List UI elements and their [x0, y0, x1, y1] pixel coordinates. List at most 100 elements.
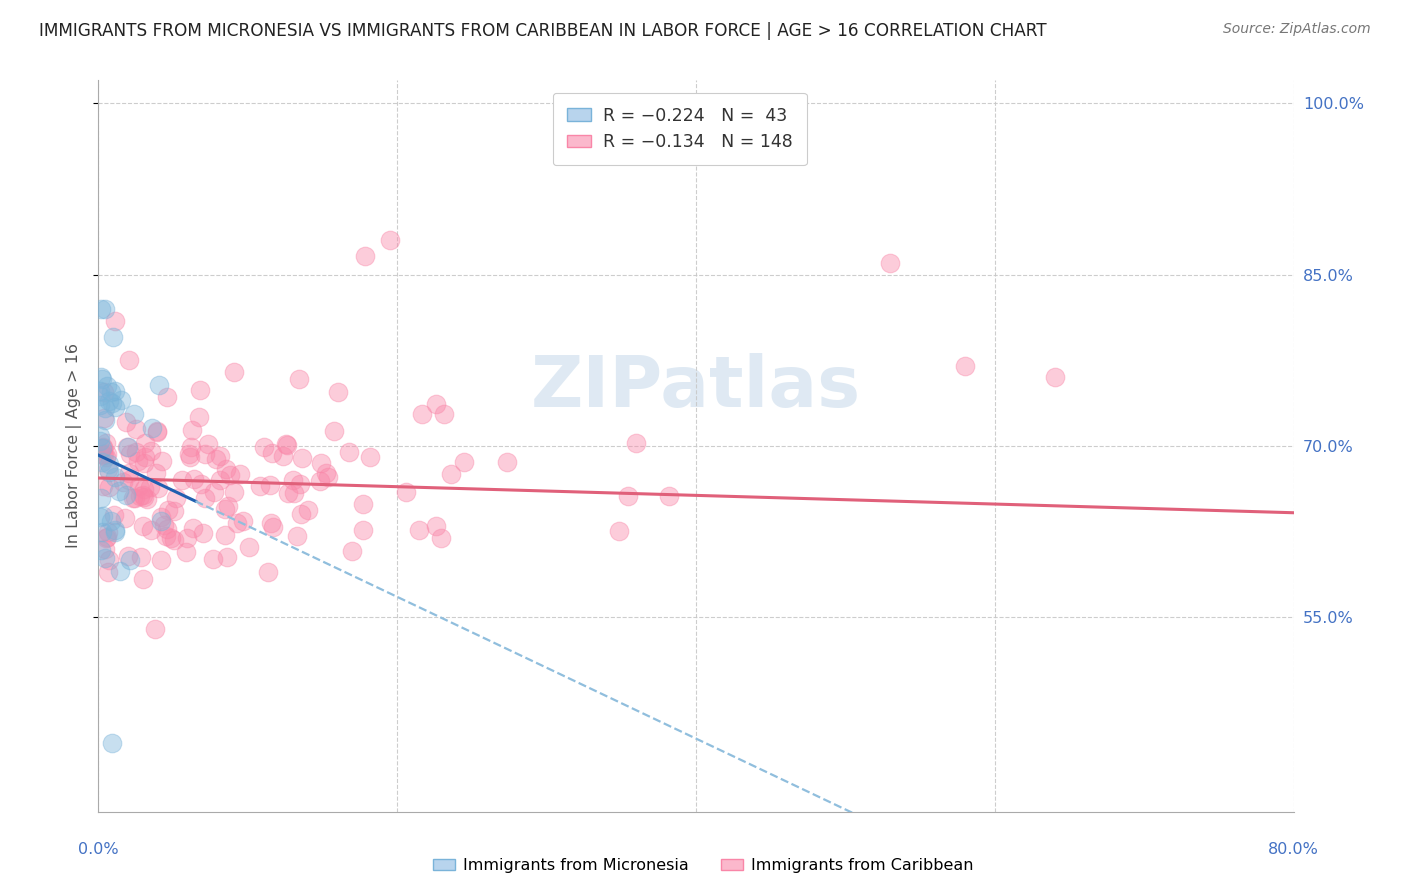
Point	[145, 466, 167, 480]
Point	[215, 462, 238, 476]
Point	[297, 503, 319, 517]
Text: ZIPatlas: ZIPatlas	[531, 353, 860, 422]
Point	[90, 491, 112, 505]
Point	[97, 457, 120, 471]
Point	[453, 455, 475, 469]
Point	[156, 502, 179, 516]
Point	[91, 508, 114, 523]
Point	[89, 510, 111, 524]
Point	[97, 462, 120, 476]
Point	[495, 455, 517, 469]
Text: 80.0%: 80.0%	[1268, 842, 1319, 857]
Point	[179, 447, 201, 461]
Point	[315, 466, 337, 480]
Point	[879, 256, 901, 270]
Legend: Immigrants from Micronesia, Immigrants from Caribbean: Immigrants from Micronesia, Immigrants f…	[426, 852, 980, 880]
Point	[146, 424, 169, 438]
Point	[214, 502, 236, 516]
Point	[132, 482, 155, 496]
Point	[104, 314, 127, 328]
Point	[607, 524, 630, 538]
Point	[139, 479, 162, 493]
Point	[117, 440, 139, 454]
Point	[174, 545, 197, 559]
Point	[91, 524, 114, 539]
Point	[96, 532, 118, 546]
Point	[139, 523, 162, 537]
Point	[89, 398, 111, 412]
Point	[93, 448, 115, 462]
Point	[104, 384, 127, 398]
Point	[110, 393, 132, 408]
Point	[104, 524, 127, 539]
Point	[97, 524, 120, 539]
Point	[118, 473, 141, 487]
Point	[180, 440, 202, 454]
Point	[183, 472, 205, 486]
Point	[276, 438, 298, 452]
Point	[953, 359, 976, 373]
Point	[100, 514, 122, 528]
Point	[103, 330, 125, 344]
Point	[425, 397, 447, 411]
Point	[96, 446, 118, 460]
Point	[160, 531, 183, 545]
Point	[101, 736, 124, 750]
Point	[288, 477, 311, 491]
Point	[208, 473, 231, 487]
Point	[146, 425, 169, 439]
Point	[163, 504, 186, 518]
Point	[100, 384, 122, 399]
Point	[108, 484, 131, 499]
Point	[163, 533, 186, 548]
Point	[104, 470, 127, 484]
Point	[90, 370, 112, 384]
Point	[94, 436, 117, 450]
Point	[352, 523, 374, 537]
Point	[378, 233, 401, 247]
Point	[93, 384, 115, 399]
Point	[132, 488, 155, 502]
Point	[97, 480, 120, 494]
Point	[89, 434, 111, 449]
Point	[191, 526, 214, 541]
Point	[359, 450, 381, 465]
Point	[624, 435, 647, 450]
Point	[91, 441, 114, 455]
Point	[232, 515, 254, 529]
Point	[143, 622, 166, 636]
Point	[98, 465, 121, 479]
Point	[121, 491, 143, 505]
Point	[260, 516, 283, 530]
Point	[146, 481, 169, 495]
Point	[150, 514, 173, 528]
Point	[202, 485, 225, 500]
Point	[91, 479, 114, 493]
Point	[224, 484, 246, 499]
Point	[90, 301, 112, 316]
Legend: R = −0.224   N =  43, R = −0.134   N = 148: R = −0.224 N = 43, R = −0.134 N = 148	[553, 93, 807, 165]
Point	[288, 371, 311, 385]
Point	[115, 415, 138, 429]
Point	[425, 519, 447, 533]
Point	[290, 507, 312, 521]
Point	[188, 383, 211, 397]
Point	[129, 489, 152, 503]
Point	[205, 452, 228, 467]
Point	[617, 489, 640, 503]
Point	[98, 552, 121, 566]
Point	[259, 477, 281, 491]
Point	[193, 447, 215, 461]
Point	[181, 521, 204, 535]
Point	[150, 510, 173, 524]
Point	[224, 366, 246, 380]
Point	[179, 450, 201, 465]
Point	[226, 516, 249, 530]
Point	[96, 379, 118, 393]
Point	[208, 450, 231, 464]
Point	[197, 437, 219, 451]
Point	[124, 422, 146, 436]
Point	[132, 490, 155, 504]
Point	[96, 530, 118, 544]
Point	[93, 551, 115, 566]
